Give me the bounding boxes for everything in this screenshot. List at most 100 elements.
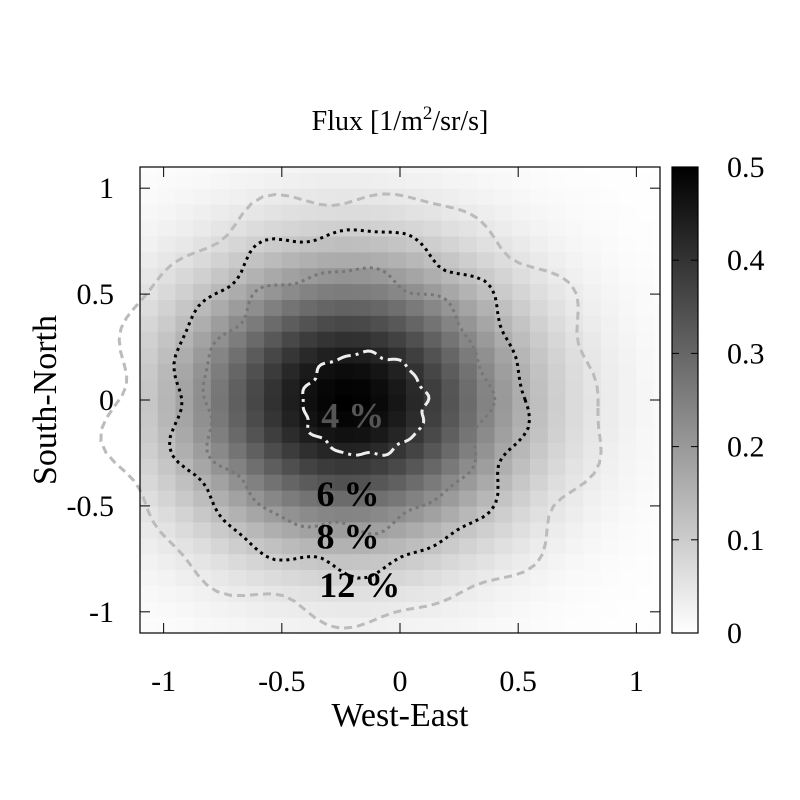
heatmap-cell <box>547 172 567 189</box>
heatmap-cell <box>175 331 194 348</box>
heatmap-cell <box>600 490 620 507</box>
heatmap-cell <box>264 283 283 300</box>
heatmap-cell <box>210 299 230 316</box>
heatmap-cell <box>494 458 513 475</box>
heatmap-cell <box>636 299 655 316</box>
heatmap-cell <box>600 617 620 634</box>
heatmap-cell <box>476 172 496 189</box>
heatmap-cell <box>405 299 425 316</box>
heatmap-cell <box>228 315 247 332</box>
heatmap-cell <box>530 458 549 475</box>
heatmap-cell <box>352 219 372 237</box>
heatmap-cell <box>370 299 389 316</box>
heatmap-cell <box>335 188 354 205</box>
heatmap-cell <box>405 490 425 507</box>
heatmap-cell <box>476 601 496 618</box>
heatmap-cell <box>193 167 212 173</box>
heatmap-cell <box>512 235 531 253</box>
heatmap-cell <box>140 188 159 205</box>
heatmap-cell <box>175 521 194 539</box>
heatmap-cell <box>246 251 265 269</box>
heatmap-cell <box>618 347 637 364</box>
heatmap-cell <box>370 601 389 618</box>
heatmap-cell <box>335 219 354 237</box>
heatmap-cell <box>281 172 301 189</box>
heatmap-cell <box>210 251 230 269</box>
heatmap-cell <box>494 219 513 237</box>
heatmap-cell <box>530 378 549 396</box>
heatmap-cell <box>494 331 513 348</box>
heatmap-cell <box>441 569 460 586</box>
heatmap-cell <box>140 617 159 634</box>
heatmap-cell <box>476 251 496 269</box>
colorbar: 0 0.1 0.2 0.3 0.4 0.5 <box>671 151 765 650</box>
heatmap-cell <box>423 188 442 205</box>
heatmap-cell <box>210 204 230 221</box>
heatmap-cell <box>210 426 230 443</box>
heatmap-cell <box>654 474 661 491</box>
heatmap-cell <box>317 521 336 539</box>
heatmap-cell <box>228 537 247 555</box>
heatmap-cell <box>494 172 513 189</box>
heatmap-cell <box>476 458 496 475</box>
heatmap-cell <box>494 394 513 412</box>
heatmap-cell <box>317 251 336 269</box>
heatmap-cell <box>441 188 460 205</box>
heatmap-cell <box>193 426 212 443</box>
heatmap-cell <box>264 251 283 269</box>
heatmap-cell <box>565 219 584 237</box>
heatmap-cell <box>264 267 283 285</box>
heatmap-cell <box>388 235 407 253</box>
heatmap-cell <box>335 394 354 412</box>
heatmap-cell <box>583 235 602 253</box>
heatmap-cell <box>317 267 336 285</box>
heatmap-cell <box>476 235 496 253</box>
heatmap-cell <box>157 299 177 316</box>
heatmap-cell <box>618 505 637 523</box>
heatmap-cell <box>583 299 602 316</box>
heatmap-cell <box>423 167 442 173</box>
heatmap-cell <box>547 251 567 269</box>
heatmap-cell <box>193 585 212 602</box>
heatmap-cell <box>228 299 247 316</box>
heatmap-cell <box>264 458 283 475</box>
heatmap-cell <box>405 553 425 571</box>
heatmap-cell <box>459 458 478 475</box>
heatmap-cell <box>654 537 661 555</box>
heatmap-cell <box>476 617 496 634</box>
heatmap-cell <box>370 521 389 539</box>
heatmap-cell <box>370 167 389 173</box>
heatmap-cell <box>600 442 620 459</box>
heatmap-cell <box>547 283 567 300</box>
heatmap-cell <box>157 553 177 571</box>
heatmap-cell <box>441 442 460 459</box>
heatmap-cell <box>175 601 194 618</box>
heatmap-cell <box>618 219 637 237</box>
heatmap-cell <box>210 283 230 300</box>
heatmap-cell <box>352 251 372 269</box>
heatmap-cell <box>264 315 283 332</box>
heatmap-cell <box>636 172 655 189</box>
heatmap-cell <box>405 204 425 221</box>
heatmap-cell <box>299 219 318 237</box>
heatmap-cell <box>246 235 265 253</box>
heatmap-cell <box>654 283 661 300</box>
heatmap-cell <box>565 521 584 539</box>
heatmap-cell <box>636 537 655 555</box>
heatmap-cell <box>654 188 661 205</box>
heatmap-cell <box>423 474 442 491</box>
heatmap-cell <box>583 585 602 602</box>
heatmap-cell <box>600 235 620 253</box>
heatmap-cell <box>157 204 177 221</box>
heatmap-cell <box>618 331 637 348</box>
heatmap-cell <box>352 553 372 571</box>
heatmap-cell <box>175 204 194 221</box>
heatmap-cell <box>281 569 301 586</box>
heatmap-cell <box>441 315 460 332</box>
heatmap-cell <box>228 251 247 269</box>
heatmap-cell <box>352 490 372 507</box>
heatmap-cell <box>317 410 336 428</box>
heatmap-cell <box>618 204 637 221</box>
heatmap-cell <box>140 267 159 285</box>
heatmap-cell <box>476 426 496 443</box>
